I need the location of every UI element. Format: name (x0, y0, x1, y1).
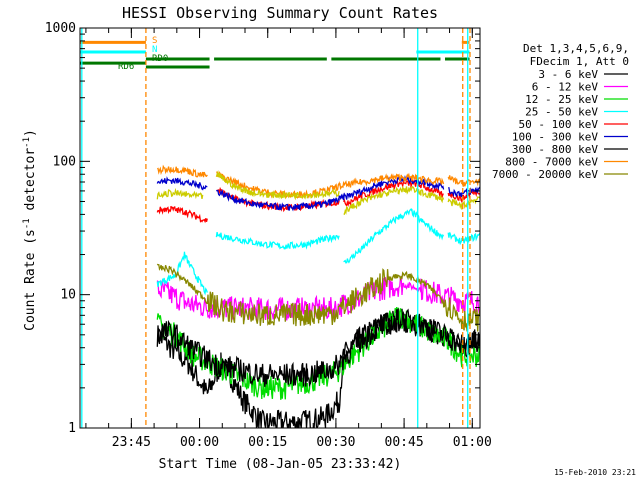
x-tick-label-3: 00:30 (316, 435, 355, 450)
series-line-4-segment-2 (343, 178, 444, 207)
annotation-n: N (152, 45, 157, 55)
series-line-extra-segment-2 (343, 185, 445, 215)
y-tick-label-1: 10 (60, 288, 76, 303)
series-line-0-segment-0 (156, 308, 480, 428)
legend-label-2: 12 - 25 keV (525, 93, 598, 106)
plot-frame (79, 27, 481, 429)
series-line-4-segment-3 (447, 188, 480, 203)
chart-title: HESSI Observing Summary Count Rates (122, 4, 438, 22)
x-tick-label-4: 00:45 (385, 435, 424, 450)
legend-label-6: 300 - 800 keV (512, 143, 598, 156)
plot-content (80, 28, 480, 428)
y-tick-label-3: 1000 (45, 21, 76, 36)
x-tick-label-0: 23:45 (112, 435, 151, 450)
legend-label-8: 7000 - 20000 keV (492, 168, 598, 181)
x-axis-label: Start Time (08-Jan-05 23:33:42) (159, 457, 402, 472)
series-line-4-segment-0 (156, 205, 208, 224)
annotation-s: S (152, 36, 157, 46)
x-tick-label-2: 00:15 (248, 435, 287, 450)
series-line-3-segment-2 (343, 207, 445, 264)
series-line-8-segment-0 (156, 263, 480, 332)
legend-label-5: 100 - 300 keV (512, 131, 598, 144)
series-line-3-segment-1 (215, 231, 340, 250)
legend-header-1: FDecim 1, Att 0 (530, 55, 629, 68)
y-tick-label-0: 1 (68, 421, 76, 436)
legend-label-3: 25 - 50 keV (525, 106, 598, 119)
x-tick-label-1: 00:00 (180, 435, 219, 450)
series-line-7-segment-2 (447, 175, 480, 187)
series-line-extra-segment-0 (156, 187, 204, 200)
annotation-rd0: RD0 (152, 54, 168, 64)
annotation-rd6: RD6 (118, 62, 134, 72)
legend-header-0: Det 1,3,4,5,6,9, (523, 42, 629, 55)
x-tick-label-5: 01:00 (453, 435, 492, 450)
series-line-3-segment-0 (156, 251, 208, 296)
y-tick-label-2: 100 (53, 154, 76, 169)
legend-label-0: 3 - 6 keV (538, 68, 598, 81)
legend-label-4: 50 - 100 keV (519, 118, 599, 131)
series-line-extra-segment-1 (215, 169, 340, 201)
legend-label-1: 6 - 12 keV (532, 81, 599, 94)
series-line-5-segment-2 (448, 186, 480, 198)
series-line-3-segment-3 (447, 232, 480, 246)
series-line-7-segment-0 (156, 164, 208, 178)
series-line-extra-segment-3 (447, 196, 480, 210)
y-axis-label: Count Rate (s-1 detector-1) (22, 129, 38, 331)
footer-timestamp: 15-Feb-2010 23:21 (554, 468, 636, 477)
legend: Det 1,3,4,5,6,9,FDecim 1, Att 03 - 6 keV… (492, 42, 629, 181)
series-line-5-segment-0 (156, 176, 208, 191)
series-line-6-segment-0 (157, 308, 480, 388)
legend-label-7: 800 - 7000 keV (505, 156, 598, 169)
axis-ticks: 1 10 100 1000 23:45 00:00 00:15 00:30 00:45 01:00 (45, 21, 492, 450)
